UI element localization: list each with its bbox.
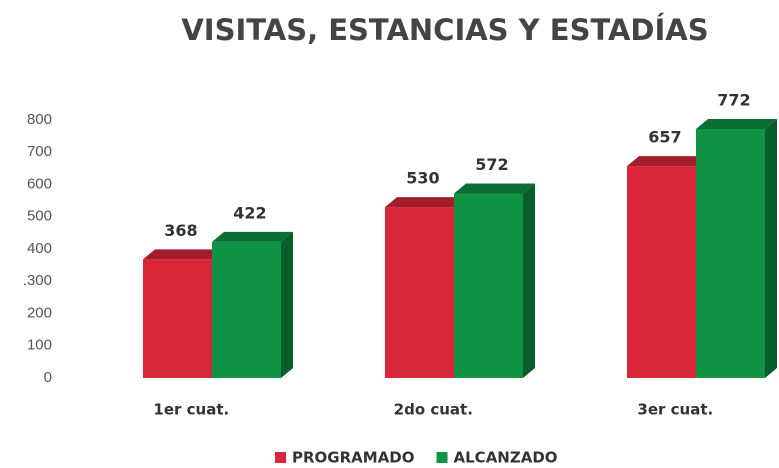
bar	[627, 166, 696, 378]
bar-top	[627, 156, 708, 167]
value-label: 572	[475, 155, 508, 174]
legend-swatch	[436, 452, 448, 463]
y-tick-label: 700	[27, 143, 52, 160]
legend-label: PROGRAMADO	[292, 449, 415, 467]
bar-top	[143, 249, 224, 260]
y-tick-label: 500	[27, 208, 52, 225]
bar-side	[281, 231, 293, 378]
bar	[385, 207, 454, 378]
y-tick-label: 100	[27, 337, 52, 354]
bar-top	[385, 197, 466, 208]
bar	[454, 193, 523, 378]
bar-top	[696, 119, 777, 130]
y-tick-label: 600	[27, 175, 52, 192]
x-tick-label: 1er cuat.	[153, 401, 229, 419]
value-label: 530	[406, 169, 439, 188]
legend-label: ALCANZADO	[454, 449, 558, 467]
y-tick-label: .300	[23, 272, 52, 289]
bar-top	[212, 231, 293, 242]
legend-swatch	[275, 452, 286, 463]
bar	[143, 259, 212, 378]
value-label: 368	[164, 221, 197, 240]
value-label: 772	[717, 91, 750, 110]
x-tick-label: 3er cuat.	[637, 401, 713, 419]
value-label: 422	[233, 203, 266, 222]
bar	[696, 129, 765, 378]
y-tick-label: 0	[44, 369, 52, 386]
x-tick-label: 2do cuat.	[394, 401, 473, 419]
y-tick-label: 200	[27, 304, 52, 321]
y-tick-label: 400	[27, 240, 52, 257]
bar-top	[454, 183, 535, 194]
y-tick-label: 800	[27, 111, 52, 128]
bar-side	[765, 119, 777, 378]
bar	[212, 241, 281, 378]
chart-title: VISITAS, ESTANCIAS Y ESTADÍAS	[181, 13, 708, 47]
value-label: 657	[648, 128, 681, 147]
bar-side	[523, 183, 535, 378]
